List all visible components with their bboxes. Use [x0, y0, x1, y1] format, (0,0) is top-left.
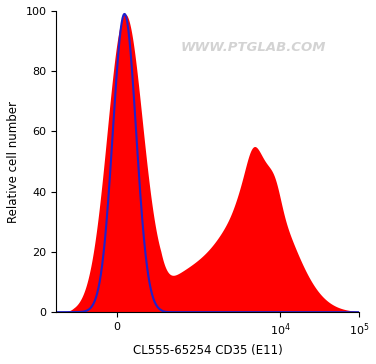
Y-axis label: Relative cell number: Relative cell number [7, 100, 20, 222]
Text: WWW.PTGLAB.COM: WWW.PTGLAB.COM [180, 41, 326, 54]
X-axis label: CL555-65254 CD35 (E11): CL555-65254 CD35 (E11) [133, 344, 282, 357]
